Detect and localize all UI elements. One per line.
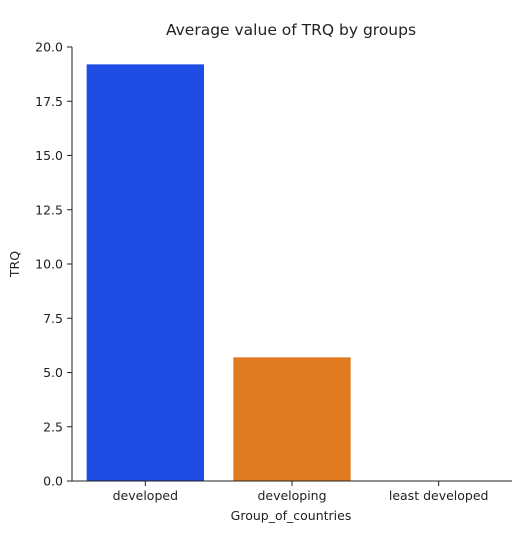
- bars: [86, 64, 351, 482]
- x-axis-ticks: developed developing least developed: [113, 481, 489, 503]
- y-tick-label: 12.5: [35, 202, 63, 217]
- y-axis-ticks: 0.0 2.5 5.0 7.5 10.0 12.5 15.0 17.5 20.0: [35, 40, 72, 489]
- x-tick-label: developing: [257, 488, 326, 503]
- y-tick-label: 0.0: [43, 474, 63, 489]
- y-tick-label: 5.0: [43, 365, 63, 380]
- y-tick-label: 20.0: [35, 40, 63, 55]
- y-axis-label: TRQ: [7, 251, 22, 278]
- bar-developed: [86, 64, 204, 482]
- y-tick-label: 15.0: [35, 148, 63, 163]
- x-tick-label: least developed: [389, 488, 489, 503]
- bar-developing: [233, 357, 351, 481]
- x-axis-label: Group_of_countries: [231, 508, 352, 523]
- y-tick-label: 10.0: [35, 257, 63, 272]
- y-tick-label: 2.5: [43, 419, 63, 434]
- chart-title: Average value of TRQ by groups: [166, 21, 416, 39]
- y-tick-label: 17.5: [35, 94, 63, 109]
- y-tick-label: 7.5: [43, 311, 63, 326]
- x-tick-label: developed: [113, 488, 178, 503]
